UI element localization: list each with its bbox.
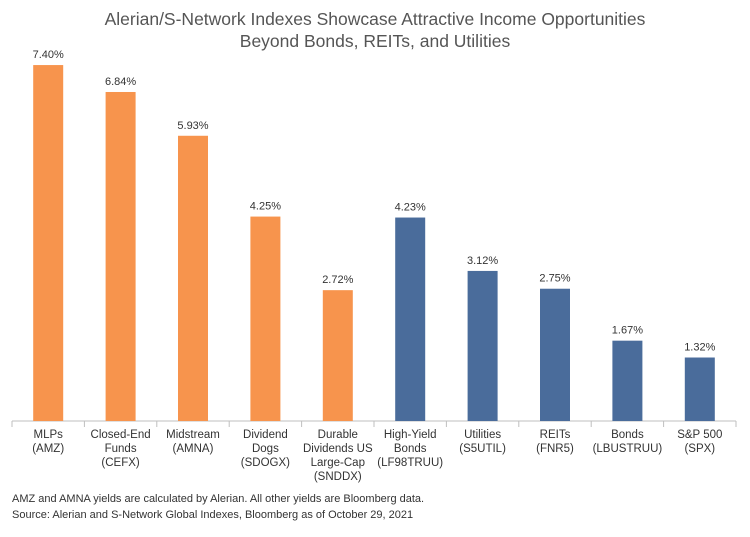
category-label: High-Yield Bonds (LF98TRUU)	[377, 429, 443, 469]
bar-value-label: 1.67%	[612, 325, 643, 337]
category-label-line: (LBUSTRUU)	[593, 443, 663, 455]
bar-value-label: 7.40%	[33, 49, 64, 61]
category-label-line: (S5UTIL)	[459, 443, 506, 455]
bar-value-label: 4.23%	[395, 202, 426, 214]
category-label-line: Midstream	[166, 429, 220, 441]
category-label-line: Bonds	[611, 429, 644, 441]
category-label: S&P 500 (SPX)	[677, 429, 722, 455]
chart-title: Alerian/S-Network Indexes Showcase Attra…	[0, 8, 750, 52]
category-label: Utilities (S5UTIL)	[459, 429, 506, 455]
bar-value-label: 1.32%	[684, 342, 715, 354]
bar	[612, 340, 643, 421]
bar-value-label: 3.12%	[467, 255, 498, 267]
category-label-line: Dividends US	[303, 443, 373, 455]
category-label-line: (SPX)	[684, 443, 715, 455]
category-label-line: REITs	[540, 429, 571, 441]
bar	[250, 216, 281, 421]
category-label-line: Funds	[105, 443, 137, 455]
category-label-line: Large-Cap	[311, 457, 365, 469]
category-label-line: MLPs	[33, 429, 63, 441]
footnotes: AMZ and AMNA yields are calculated by Al…	[12, 491, 424, 523]
bar-value-label: 4.25%	[250, 201, 281, 213]
bar	[395, 217, 426, 421]
category-label: Durable Dividends US Large-Cap (SNDDX)	[303, 429, 373, 483]
bar	[467, 270, 498, 421]
bar	[33, 65, 64, 421]
footnote-yield-note: AMZ and AMNA yields are calculated by Al…	[12, 493, 425, 505]
category-label-line: (CEFX)	[101, 457, 140, 469]
category-label: Closed-End Funds (CEFX)	[91, 429, 151, 469]
category-label-line: (LF98TRUU)	[377, 457, 443, 469]
category-label-line: Closed-End	[91, 429, 151, 441]
category-label-line: Dividend	[243, 429, 288, 441]
bar	[684, 357, 715, 421]
category-label-line: High-Yield	[384, 429, 437, 441]
category-label-line: Bonds	[394, 443, 427, 455]
chart-title-line-2: Beyond Bonds, REITs, and Utilities	[239, 31, 511, 51]
footnote-source: Source: Alerian and S-Network Global Ind…	[12, 509, 414, 521]
category-label: REITs (FNR5)	[536, 429, 574, 455]
category-label-line: S&P 500	[677, 429, 722, 441]
category-label: Bonds (LBUSTRUU)	[593, 429, 663, 455]
bar	[322, 290, 353, 421]
category-label-line: Dogs	[252, 443, 279, 455]
category-label-line: (SDOGX)	[241, 457, 290, 469]
bar-value-label: 5.93%	[177, 120, 208, 132]
category-label: MLPs (AMZ)	[32, 429, 64, 455]
bar-value-label: 6.84%	[105, 76, 136, 88]
bar-value-label: 2.75%	[539, 273, 570, 285]
bar	[105, 91, 136, 421]
category-label-line: (AMNA)	[173, 443, 214, 455]
category-label-line: (AMZ)	[32, 443, 64, 455]
category-label: Midstream (AMNA)	[166, 429, 220, 455]
category-label-line: (FNR5)	[536, 443, 574, 455]
bar	[540, 288, 570, 421]
category-label-line: Utilities	[464, 429, 501, 441]
bar-value-label: 2.72%	[322, 274, 353, 286]
category-label: Dividend Dogs (SDOGX)	[241, 429, 290, 469]
chart-title-line-1: Alerian/S-Network Indexes Showcase Attra…	[104, 9, 646, 29]
bar	[178, 135, 208, 421]
category-label-line: Durable	[318, 429, 358, 441]
category-label-line: (SNDDX)	[314, 471, 362, 483]
